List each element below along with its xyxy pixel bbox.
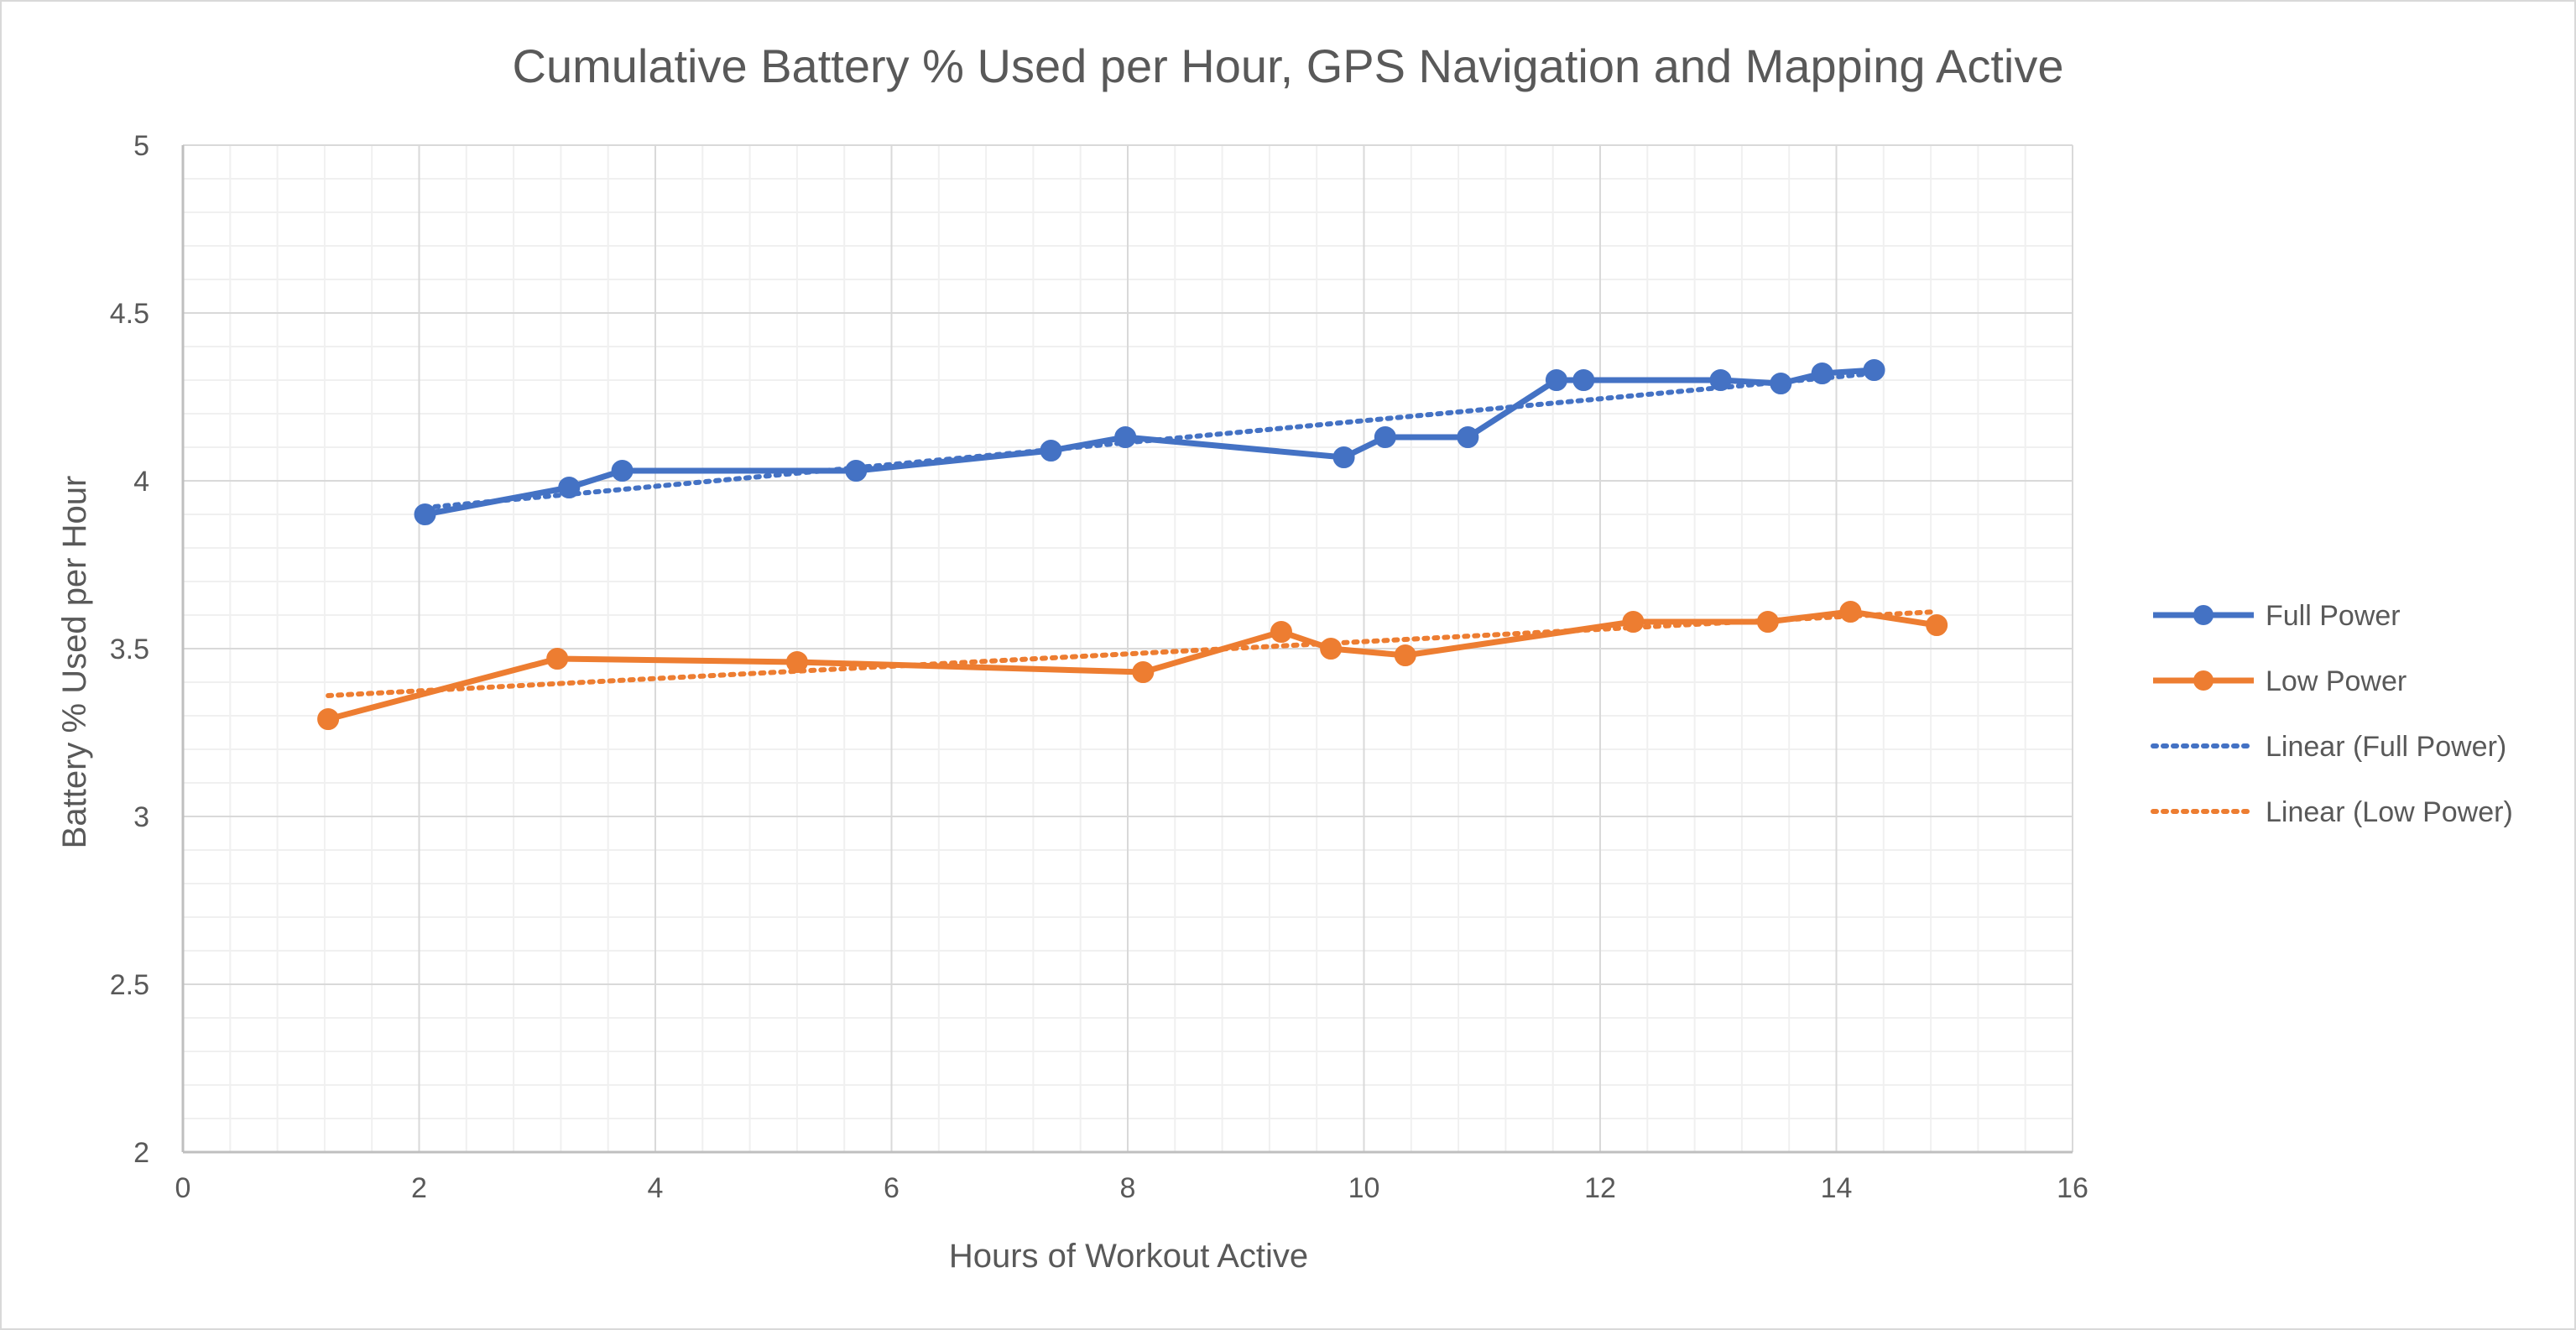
data-point	[317, 708, 340, 730]
data-point	[1320, 638, 1343, 660]
y-tick-label: 3.5	[110, 634, 149, 665]
data-point	[1622, 611, 1645, 633]
x-tick-label: 14	[1821, 1172, 1853, 1204]
x-tick-label: 8	[1120, 1172, 1136, 1204]
data-point	[1374, 426, 1396, 448]
data-point	[1114, 426, 1137, 448]
legend-label: Linear (Low Power)	[2266, 796, 2513, 828]
legend-label: Linear (Full Power)	[2266, 731, 2506, 763]
x-tick-label: 0	[175, 1172, 191, 1204]
data-point	[1332, 446, 1355, 468]
data-point	[845, 460, 868, 482]
y-tick-label: 4	[133, 466, 149, 498]
data-point	[611, 460, 634, 482]
legend-swatch-marker	[2193, 670, 2214, 691]
data-point	[1756, 611, 1779, 633]
data-point	[1709, 369, 1732, 391]
data-point	[546, 648, 569, 670]
y-tick-label: 2.5	[110, 969, 149, 1001]
x-tick-label: 12	[1584, 1172, 1616, 1204]
x-tick-label: 16	[2057, 1172, 2088, 1204]
data-point	[1572, 369, 1595, 391]
x-axis-title: Hours of Workout Active	[949, 1238, 1308, 1275]
data-point	[1839, 601, 1862, 623]
data-point	[1394, 644, 1416, 666]
legend-swatch-marker	[2193, 605, 2214, 625]
data-point	[1132, 661, 1155, 683]
x-tick-label: 2	[411, 1172, 427, 1204]
y-tick-label: 4.5	[110, 298, 149, 330]
trendline	[326, 609, 1940, 698]
data-point	[414, 503, 436, 525]
data-point	[1811, 362, 1833, 384]
data-point	[1770, 373, 1792, 394]
data-point	[558, 477, 581, 498]
data-point	[1270, 621, 1292, 643]
x-tick-label: 6	[884, 1172, 900, 1204]
y-tick-label: 5	[133, 130, 149, 162]
data-point	[1863, 359, 1885, 381]
x-tick-label: 4	[648, 1172, 664, 1204]
data-point	[785, 651, 808, 673]
data-point	[1926, 614, 1948, 636]
chart-gridlines	[182, 144, 2073, 1153]
legend-label: Low Power	[2266, 665, 2407, 697]
y-tick-label: 2	[133, 1137, 149, 1169]
data-point	[1040, 440, 1062, 462]
data-point	[1545, 369, 1567, 391]
legend: Full Power Low Power Linear (Full Power) Li…	[2151, 600, 2513, 828]
y-tick-label: 3	[133, 801, 149, 833]
y-axis-title: Battery % Used per Hour	[56, 476, 93, 849]
chart-title: Cumulative Battery % Used per Hour, GPS …	[513, 39, 2064, 92]
legend-label: Full Power	[2266, 600, 2401, 632]
x-tick-label: 10	[1348, 1172, 1380, 1204]
data-point	[1457, 426, 1479, 448]
data-series	[317, 359, 1948, 730]
